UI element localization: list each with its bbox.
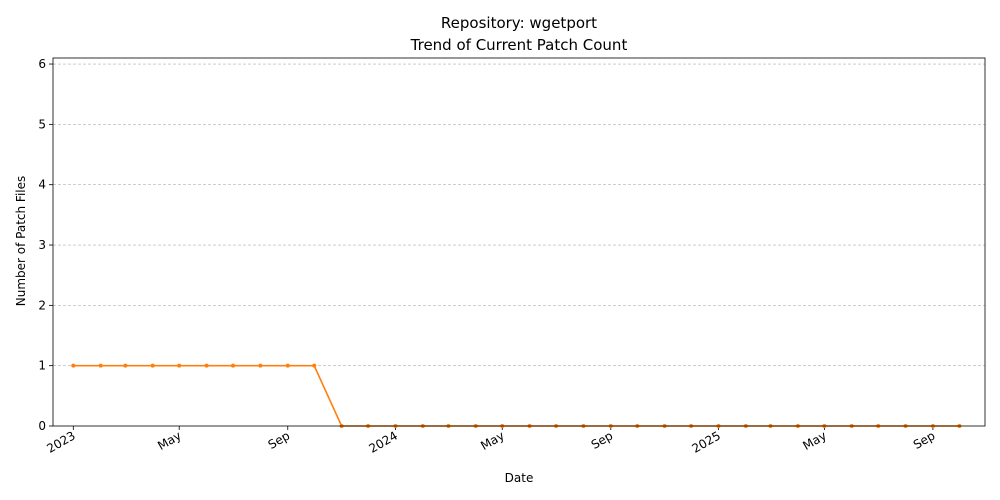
y-tick-label: 0 <box>38 419 46 433</box>
data-point <box>150 363 155 368</box>
x-tick-label: 2024 <box>366 428 399 455</box>
y-tick-label: 4 <box>38 178 46 192</box>
data-point <box>123 363 128 368</box>
y-axis-label: Number of Patch Files <box>14 176 28 307</box>
x-axis-ticks: 2023 May Sep 2024 May Sep 2025 May Sep <box>44 426 937 456</box>
plot-frame <box>52 57 986 427</box>
data-point <box>231 363 236 368</box>
data-point <box>177 363 182 368</box>
data-point <box>204 363 209 368</box>
y-tick-label: 3 <box>38 238 46 252</box>
data-point <box>71 363 76 368</box>
x-tick-label: Sep <box>266 428 293 451</box>
x-tick-label: May <box>155 428 183 453</box>
x-tick-label: May <box>478 428 506 453</box>
data-point <box>285 363 290 368</box>
data-point <box>312 363 317 368</box>
data-point <box>258 363 263 368</box>
y-tick-label: 5 <box>38 117 46 131</box>
chart-subtitle: Trend of Current Patch Count <box>410 36 628 54</box>
data-point <box>98 363 103 368</box>
x-axis-label: Date <box>505 471 534 485</box>
x-tick-label: Sep <box>911 428 938 451</box>
x-tick-label: Sep <box>589 428 616 451</box>
y-tick-label: 2 <box>38 298 46 312</box>
x-tick-label: May <box>800 428 828 453</box>
series-line <box>73 364 960 427</box>
plot-area <box>71 363 962 428</box>
chart-title: Repository: wgetport <box>441 14 597 32</box>
y-axis-ticks: 0 1 2 3 4 5 6 <box>38 57 53 433</box>
x-tick-label: 2023 <box>44 428 77 455</box>
gridlines <box>53 63 985 366</box>
x-tick-label: 2025 <box>690 428 723 455</box>
y-tick-label: 1 <box>38 359 46 373</box>
y-tick-label: 6 <box>38 57 46 71</box>
